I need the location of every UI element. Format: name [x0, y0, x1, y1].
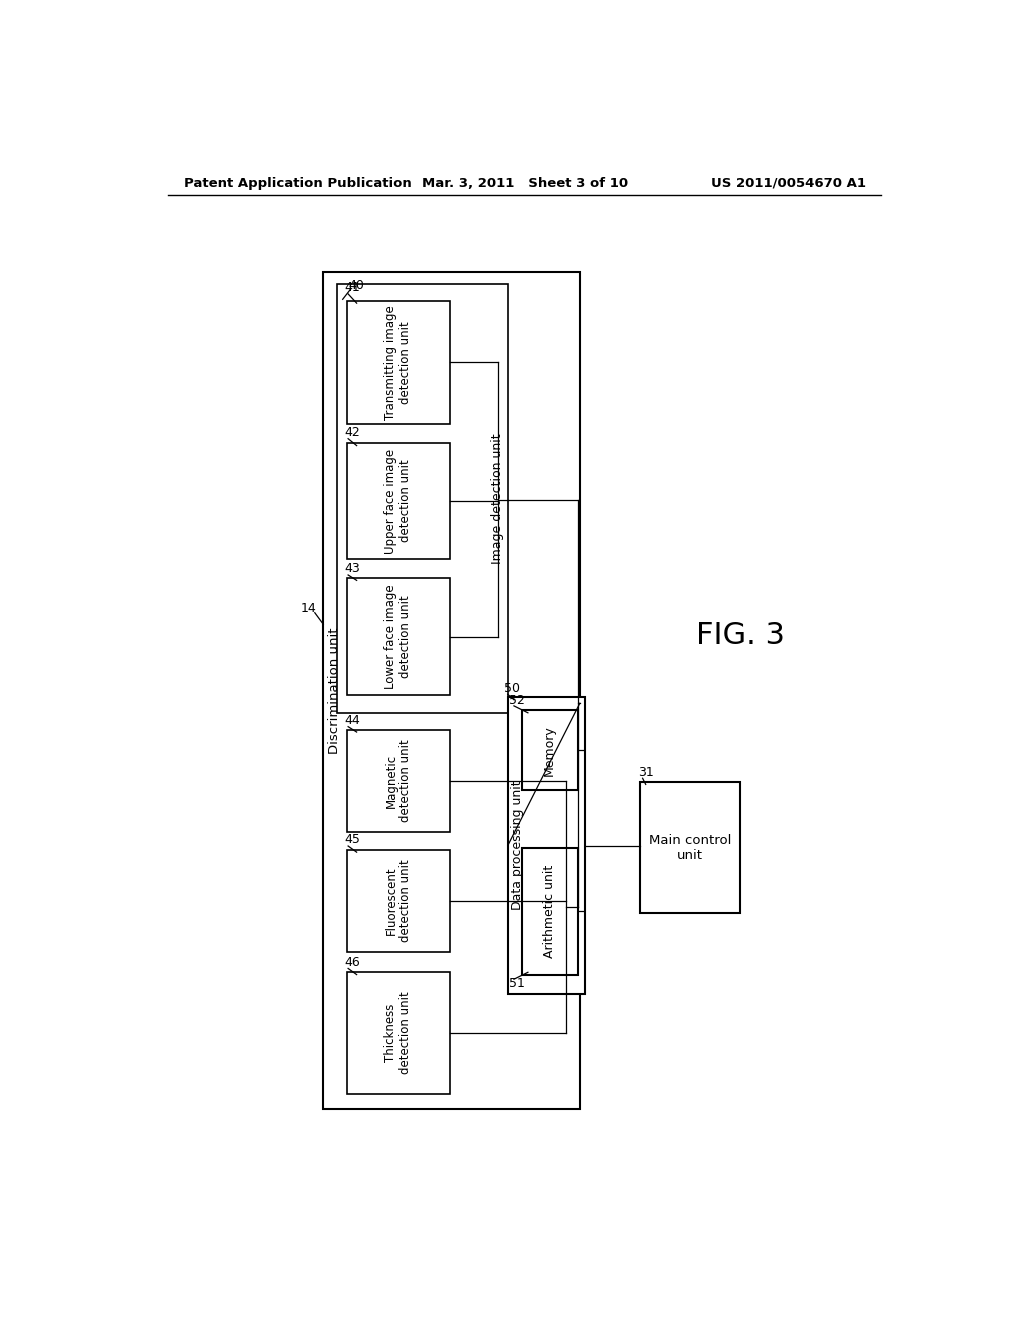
Text: 52: 52	[509, 694, 525, 708]
Bar	[347, 850, 450, 952]
Text: 42: 42	[344, 426, 359, 440]
Text: 40: 40	[349, 279, 365, 292]
Text: Patent Application Publication: Patent Application Publication	[183, 177, 412, 190]
Bar	[521, 710, 578, 789]
Text: 43: 43	[344, 562, 359, 576]
Text: 44: 44	[344, 714, 359, 727]
Text: Mar. 3, 2011   Sheet 3 of 10: Mar. 3, 2011 Sheet 3 of 10	[422, 177, 628, 190]
Bar	[640, 781, 740, 913]
Text: Discrimination unit: Discrimination unit	[328, 627, 341, 754]
Text: 41: 41	[344, 281, 359, 294]
Bar	[347, 578, 450, 696]
Text: Upper face image
detection unit: Upper face image detection unit	[384, 449, 413, 553]
Text: Thickness
detection unit: Thickness detection unit	[384, 991, 413, 1074]
Text: Magnetic
detection unit: Magnetic detection unit	[384, 739, 413, 822]
Text: Main control
unit: Main control unit	[648, 833, 731, 862]
Bar	[508, 697, 586, 994]
Text: 50: 50	[504, 681, 519, 694]
Bar	[521, 847, 578, 974]
Bar	[347, 730, 450, 832]
Text: Transmitting image
detection unit: Transmitting image detection unit	[384, 305, 413, 420]
Text: Lower face image
detection unit: Lower face image detection unit	[384, 585, 413, 689]
Text: 51: 51	[509, 977, 525, 990]
Bar	[337, 284, 508, 713]
Text: Fluorescent
detection unit: Fluorescent detection unit	[384, 859, 413, 942]
Text: 14: 14	[301, 602, 316, 615]
Text: FIG. 3: FIG. 3	[695, 622, 784, 651]
Text: 31: 31	[638, 767, 653, 779]
Text: Image detection unit: Image detection unit	[492, 433, 504, 564]
Text: US 2011/0054670 A1: US 2011/0054670 A1	[711, 177, 866, 190]
Text: Data processing unit: Data processing unit	[511, 781, 524, 911]
Text: Memory: Memory	[543, 725, 556, 776]
Bar	[347, 301, 450, 424]
Bar	[347, 973, 450, 1094]
Text: Arithmetic unit: Arithmetic unit	[543, 865, 556, 958]
Text: 46: 46	[344, 956, 359, 969]
Bar	[347, 444, 450, 558]
Bar	[324, 272, 580, 1109]
Text: 45: 45	[344, 833, 359, 846]
